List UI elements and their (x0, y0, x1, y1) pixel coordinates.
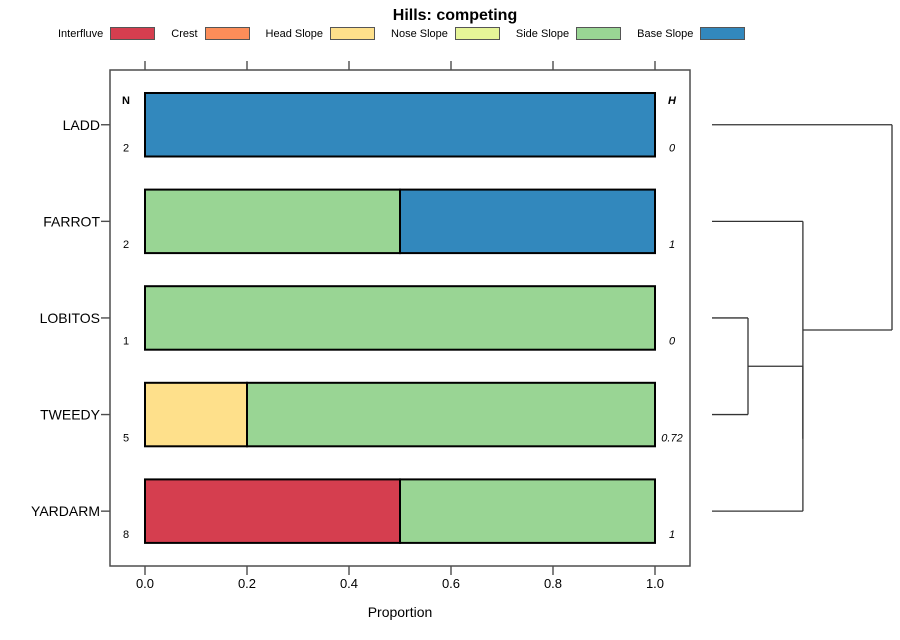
legend: Interfluve Crest Head Slope Nose Slope Side … (58, 26, 746, 41)
row-label-lobitos: LOBITOS (40, 310, 100, 326)
bar-segment-farrot-base-slope (399, 188, 656, 255)
legend-item-crest: Crest (171, 27, 250, 40)
legend-label: Head Slope (265, 27, 324, 40)
legend-label: Interfluve (58, 27, 104, 40)
row-label-yardarm: YARDARM (31, 503, 100, 519)
legend-item-nose-slope: Nose Slope (391, 27, 500, 40)
bar-segment-ladd-base-slope (144, 92, 656, 158)
legend-swatch (204, 27, 250, 40)
legend-swatch (700, 27, 746, 40)
x-axis-tick-label: 0.2 (238, 576, 256, 591)
n-value-yardarm: 8 (123, 529, 129, 541)
n-value-tweedy: 5 (123, 432, 129, 444)
x-axis-tick-label: 0.6 (442, 576, 460, 591)
bar-segment-farrot-side-slope (144, 188, 401, 255)
x-axis-tick-label: 0.4 (340, 576, 358, 591)
n-column-header: N (122, 95, 130, 107)
h-value-lobitos: 0 (669, 336, 676, 348)
h-column-header: H (668, 95, 677, 107)
bar-segment-tweedy-head-slope (144, 381, 248, 448)
legend-item-base-slope: Base Slope (637, 27, 746, 40)
n-value-lobitos: 1 (123, 336, 129, 348)
legend-swatch (330, 27, 376, 40)
x-axis-title: Proportion (368, 604, 433, 620)
n-value-farrot: 2 (123, 239, 129, 251)
legend-label: Nose Slope (391, 27, 448, 40)
legend-swatch (576, 27, 622, 40)
legend-label: Side Slope (515, 27, 570, 40)
bar-segment-lobitos-side-slope (144, 285, 656, 351)
legend-label: Crest (171, 27, 198, 40)
bar-segment-yardarm-side-slope (399, 478, 656, 544)
bar-segment-yardarm-interfluve (144, 478, 401, 544)
legend-item-interfluve: Interfluve (58, 27, 156, 40)
h-value-farrot: 1 (669, 239, 675, 251)
row-label-farrot: FARROT (43, 213, 100, 229)
legend-item-side-slope: Side Slope (515, 27, 622, 40)
x-axis-tick-label: 0.8 (544, 576, 562, 591)
legend-label: Base Slope (637, 27, 694, 40)
n-value-ladd: 2 (123, 143, 129, 155)
h-value-tweedy: 0.72 (661, 432, 682, 444)
x-axis-tick-label: 0.0 (136, 576, 154, 591)
h-value-ladd: 0 (669, 143, 676, 155)
bar-segment-tweedy-side-slope (246, 381, 656, 448)
legend-swatch (454, 27, 500, 40)
legend-swatch (110, 27, 156, 40)
legend-item-head-slope: Head Slope (266, 27, 376, 40)
x-axis-tick-label: 1.0 (646, 576, 664, 591)
chart-title: Hills: competing (393, 7, 517, 24)
row-label-tweedy: TWEEDY (40, 407, 101, 423)
row-label-ladd: LADD (63, 117, 100, 133)
h-value-yardarm: 1 (669, 529, 675, 541)
